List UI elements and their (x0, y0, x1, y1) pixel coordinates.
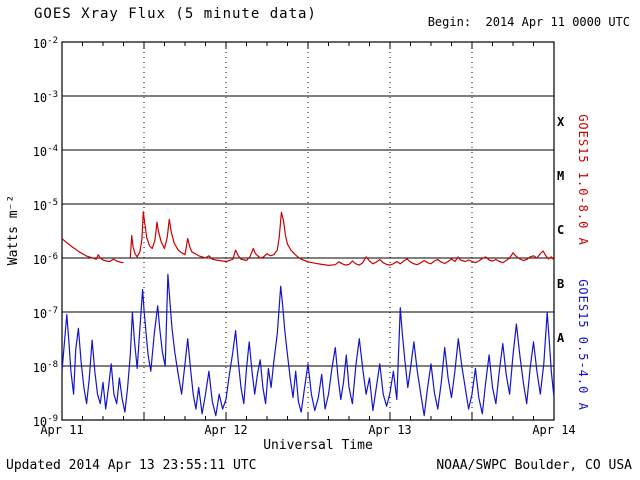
flare-class-label-x: X (557, 115, 565, 129)
y-tick-label: 10-8 (32, 360, 58, 375)
x-tick-label: Apr 11 (40, 423, 84, 437)
y-tick-label: 10-3 (32, 90, 58, 105)
flare-class-label-b: B (557, 277, 565, 291)
y-tick-label: 10-6 (32, 252, 58, 267)
right-axis-label-long-channel: GOES15 1.0-8.0 A (576, 114, 590, 246)
source-credit: NOAA/SWPC Boulder, CO USA (436, 458, 632, 473)
x-axis-title: Universal Time (263, 438, 373, 453)
y-tick-label: 10-2 (32, 36, 58, 51)
y-tick-label: 10-9 (32, 414, 58, 429)
series-goes15-0-5-4-0-a (61, 273, 555, 417)
y-tick-label: 10-5 (32, 198, 58, 213)
y-tick-label: 10-4 (32, 144, 58, 159)
series-goes15-1-0-8-0-a (61, 211, 555, 266)
begin-time-label: Begin: 2014 Apr 11 0000 UTC (427, 15, 630, 29)
flare-class-label-m: M (557, 169, 565, 183)
flare-class-label-a: A (557, 331, 565, 345)
plot-border (61, 41, 555, 421)
chart-title: GOES Xray Flux (5 minute data) (34, 6, 317, 22)
right-axis-label-short-channel: GOES15 0.5-4.0 A (576, 279, 590, 411)
x-tick-label: Apr 14 (532, 423, 576, 437)
updated-timestamp: Updated 2014 Apr 13 23:55:11 UTC (6, 458, 257, 473)
flare-class-label-c: C (557, 223, 565, 237)
x-tick-label: Apr 13 (368, 423, 412, 437)
x-tick-label: Apr 12 (204, 423, 248, 437)
y-tick-label: 10-7 (32, 306, 58, 321)
